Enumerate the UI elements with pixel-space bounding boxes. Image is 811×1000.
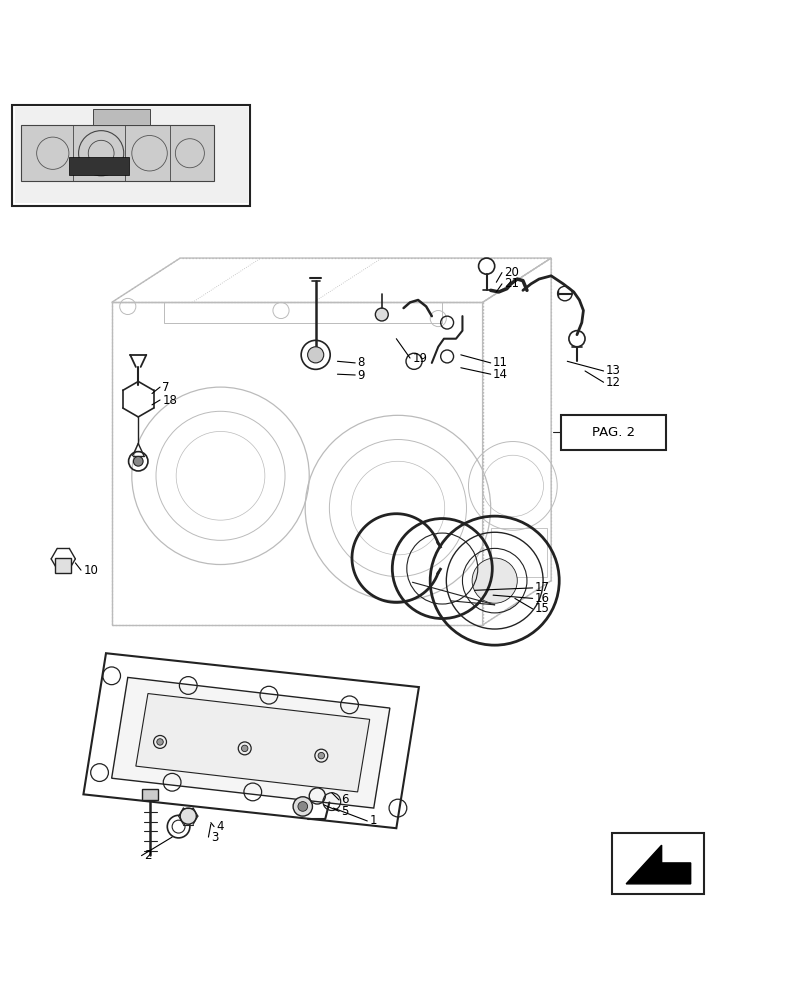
Polygon shape [69, 157, 129, 175]
Polygon shape [135, 694, 369, 792]
Text: 18: 18 [162, 394, 177, 407]
Polygon shape [84, 653, 418, 828]
Bar [12, 105, 250, 206]
Bar [15, 107, 247, 203]
Text: 3: 3 [211, 831, 218, 844]
Circle shape [375, 308, 388, 321]
Text: 11: 11 [492, 356, 508, 369]
Circle shape [157, 739, 163, 745]
Text: 8: 8 [357, 356, 364, 369]
FancyBboxPatch shape [560, 415, 666, 450]
Text: 20: 20 [504, 266, 518, 279]
Bar [611, 833, 703, 894]
Text: PAG. 2: PAG. 2 [591, 426, 634, 439]
Bar [55, 558, 71, 573]
Circle shape [298, 802, 307, 811]
Polygon shape [111, 302, 482, 625]
Bar [142, 789, 158, 800]
Circle shape [471, 558, 517, 603]
Text: 5: 5 [341, 805, 349, 818]
Text: 1: 1 [369, 814, 377, 827]
Text: 6: 6 [341, 793, 349, 806]
Text: 12: 12 [605, 376, 620, 389]
Polygon shape [111, 677, 389, 808]
Circle shape [307, 347, 324, 363]
Text: 2: 2 [144, 849, 151, 862]
Bar [490, 528, 547, 577]
Circle shape [180, 808, 196, 824]
Text: 16: 16 [534, 592, 549, 605]
Text: 7: 7 [162, 381, 169, 394]
Polygon shape [20, 125, 214, 181]
Polygon shape [111, 258, 551, 302]
Bar [164, 302, 442, 323]
Circle shape [293, 797, 312, 816]
Polygon shape [625, 845, 690, 884]
Circle shape [318, 752, 324, 759]
Text: 10: 10 [84, 564, 98, 577]
Text: 15: 15 [534, 602, 549, 615]
Polygon shape [93, 109, 149, 125]
Text: 17: 17 [534, 581, 549, 594]
Circle shape [133, 456, 143, 466]
Text: 9: 9 [357, 369, 365, 382]
Circle shape [241, 745, 247, 752]
Text: 13: 13 [605, 364, 620, 377]
Text: 21: 21 [504, 277, 519, 290]
Text: 14: 14 [492, 368, 508, 381]
Text: 4: 4 [217, 820, 224, 833]
Text: 19: 19 [412, 352, 427, 365]
Polygon shape [482, 258, 551, 625]
